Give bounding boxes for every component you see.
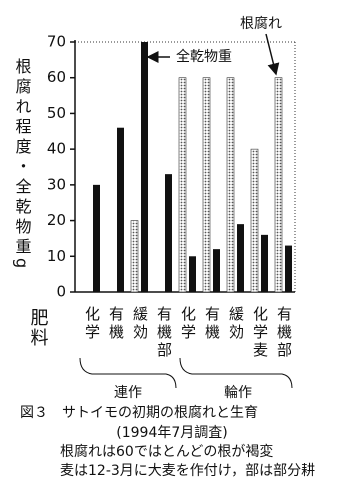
group-bracket — [79, 357, 177, 389]
note: 根腐れは60ではとんどの根が褐変 — [60, 443, 273, 460]
x-tick-label: 有機部 — [155, 306, 173, 360]
x-tick-label: 緩効 — [131, 306, 149, 342]
group-label: 連作 — [114, 385, 142, 401]
arrow — [265, 33, 280, 76]
y-tick-label: 30 — [47, 175, 66, 193]
annotation: 全乾物重 — [176, 48, 232, 65]
bar — [226, 77, 235, 293]
x-tick-label: 化学麦 — [251, 306, 269, 360]
bar — [250, 148, 259, 293]
bar — [117, 127, 124, 292]
y-tick-label: 20 — [47, 211, 66, 229]
y-axis-label: 根腐れ程度・全乾物重g — [13, 58, 32, 272]
bar — [261, 234, 268, 292]
bar — [178, 77, 187, 293]
bar — [237, 224, 244, 292]
y-tick-label: 0 — [56, 283, 66, 301]
bar — [141, 42, 148, 292]
y-tick-label: 10 — [47, 247, 66, 265]
annotation: 根腐れ — [240, 15, 282, 32]
group-bracket — [179, 357, 293, 389]
x-tick-label: 化学 — [179, 306, 197, 342]
y-tick-label: 50 — [47, 104, 66, 122]
bar — [202, 77, 211, 293]
bar — [213, 249, 220, 292]
x-tick-label: 有機 — [107, 306, 125, 342]
y-tick-label: 40 — [47, 140, 66, 158]
x-tick-label: 緩効 — [227, 306, 245, 342]
x-tick-label: 有機 — [203, 306, 221, 342]
bar — [274, 77, 283, 293]
y-tick-label: 60 — [47, 68, 66, 86]
x-tick-label: 有機部 — [275, 306, 293, 360]
bar — [93, 184, 100, 292]
y-tick-label: 70 — [47, 33, 66, 51]
x-tick-label: 化学 — [83, 306, 101, 342]
bar — [165, 174, 172, 292]
bar — [130, 220, 139, 293]
group-label: 輪作 — [224, 384, 252, 401]
note: (1994年7月調査) — [116, 425, 227, 441]
x-axis-label: 肥料 — [28, 308, 49, 348]
note: 麦は12-3月に大麦を作付け，部は部分耕 — [60, 462, 315, 479]
bar — [189, 256, 196, 292]
bar — [285, 245, 292, 292]
figure-title: 図３ サトイモの初期の根腐れと生育 — [20, 404, 258, 421]
